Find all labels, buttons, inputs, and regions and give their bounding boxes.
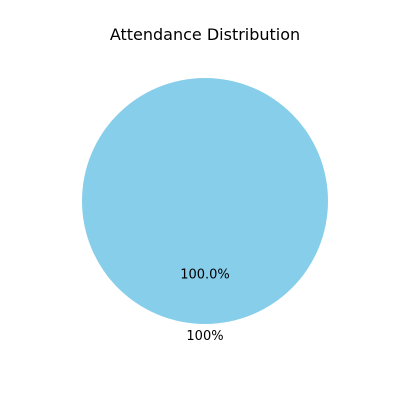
pie-slice bbox=[82, 78, 328, 324]
slice-percent-label: 100.0% bbox=[180, 267, 230, 282]
pie-labels: 100% 100.0% bbox=[180, 267, 230, 344]
chart-title: Attendance Distribution bbox=[110, 25, 300, 44]
slice-label: 100% bbox=[186, 329, 223, 344]
pie-slices bbox=[82, 78, 328, 324]
